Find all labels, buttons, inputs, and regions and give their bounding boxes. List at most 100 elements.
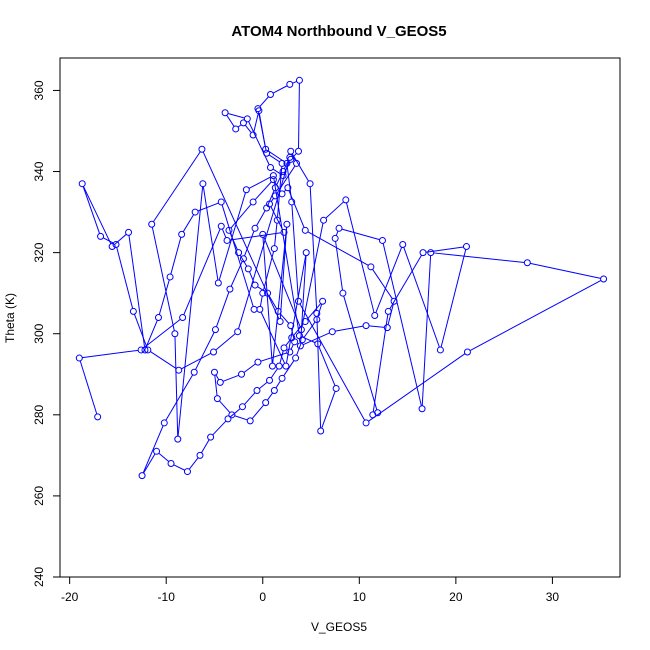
data-point	[276, 318, 284, 326]
series-segment	[188, 457, 199, 470]
series-segment	[79, 360, 98, 415]
series-segment	[227, 113, 245, 119]
data-point	[283, 159, 291, 167]
series-segment	[237, 124, 242, 128]
series-segment	[219, 400, 231, 413]
series-segment	[272, 85, 288, 94]
data-point	[226, 285, 234, 293]
data-point	[211, 326, 219, 334]
data-point	[462, 243, 470, 251]
series-segment	[244, 392, 256, 405]
series-segment	[181, 352, 212, 370]
data-point	[292, 354, 300, 362]
data-point	[271, 192, 279, 200]
data-point	[199, 180, 207, 188]
data-point	[266, 163, 274, 171]
series-segment	[82, 186, 101, 234]
series-segment	[469, 279, 602, 351]
data-point	[280, 344, 288, 352]
series-segment	[270, 206, 284, 230]
series-segment	[299, 303, 366, 421]
series-segment	[283, 360, 295, 377]
series-segment	[263, 251, 275, 291]
data-point	[249, 131, 257, 139]
data-point	[228, 411, 236, 419]
series-segment	[258, 111, 267, 151]
series-segment	[143, 453, 156, 474]
series-segment	[128, 235, 146, 348]
y-tick-label: 340	[32, 161, 46, 181]
data-point	[238, 403, 246, 411]
data-point	[178, 230, 186, 238]
series-segment	[421, 255, 432, 406]
data-point	[239, 119, 247, 127]
series-segment	[260, 311, 286, 364]
data-point	[268, 362, 276, 370]
series-segment	[279, 313, 290, 324]
series-segment	[530, 262, 601, 279]
series-segment	[201, 439, 210, 454]
data-point	[335, 224, 343, 232]
data-point	[217, 222, 225, 230]
data-point	[298, 336, 306, 344]
plot-frame	[59, 57, 621, 578]
series-segment	[248, 121, 270, 165]
series-segment	[276, 174, 283, 186]
data-point	[383, 324, 391, 332]
series-segment	[343, 295, 378, 411]
series-segment	[346, 202, 375, 313]
data-point	[242, 186, 250, 194]
data-point	[331, 234, 339, 242]
series-segment	[151, 227, 175, 331]
data-point	[436, 346, 444, 354]
series-segment	[143, 318, 181, 349]
data-point	[190, 368, 198, 376]
series-segment	[259, 296, 263, 307]
series-segment	[263, 236, 301, 328]
data-point	[232, 125, 240, 133]
data-point	[296, 342, 304, 350]
series-segment	[279, 227, 288, 319]
series-segment	[82, 349, 139, 359]
data-point	[262, 145, 270, 153]
series-segment	[302, 332, 330, 346]
series-segment	[221, 228, 227, 238]
series-segment	[375, 247, 403, 313]
series-segment	[268, 295, 278, 310]
data-point	[167, 459, 175, 467]
series-segment	[133, 314, 148, 348]
x-axis-label: V_GEOS5	[311, 620, 367, 634]
series-segment	[244, 124, 252, 134]
data-point	[280, 228, 288, 236]
data-point	[339, 289, 347, 297]
series-segment	[389, 254, 422, 310]
series-segment	[306, 303, 322, 320]
series-segment	[215, 333, 236, 351]
data-point	[217, 198, 225, 206]
series-segment	[335, 241, 343, 291]
data-point	[266, 90, 274, 98]
data-point	[251, 281, 259, 289]
y-tick-label: 360	[32, 80, 46, 100]
y-tick-label: 240	[32, 567, 46, 587]
series-segment	[142, 425, 164, 474]
y-tick-label: 260	[32, 486, 46, 506]
data-point	[125, 228, 133, 236]
data-point	[295, 76, 303, 84]
data-point	[288, 334, 296, 342]
series-segment	[238, 160, 290, 329]
data-point	[463, 348, 471, 356]
data-point	[278, 374, 286, 382]
x-axis: -20 -10 0 10 20 30	[61, 576, 559, 604]
x-tick-label: 0	[259, 590, 266, 604]
data-point	[94, 413, 102, 421]
data-point	[283, 220, 291, 228]
data-point	[279, 172, 287, 180]
series-segment	[285, 339, 291, 346]
data-point	[301, 226, 309, 234]
data-point	[225, 226, 233, 234]
data-point	[78, 180, 86, 188]
series-segment	[83, 186, 112, 245]
series-segment	[243, 363, 256, 373]
series-segment	[372, 314, 389, 412]
